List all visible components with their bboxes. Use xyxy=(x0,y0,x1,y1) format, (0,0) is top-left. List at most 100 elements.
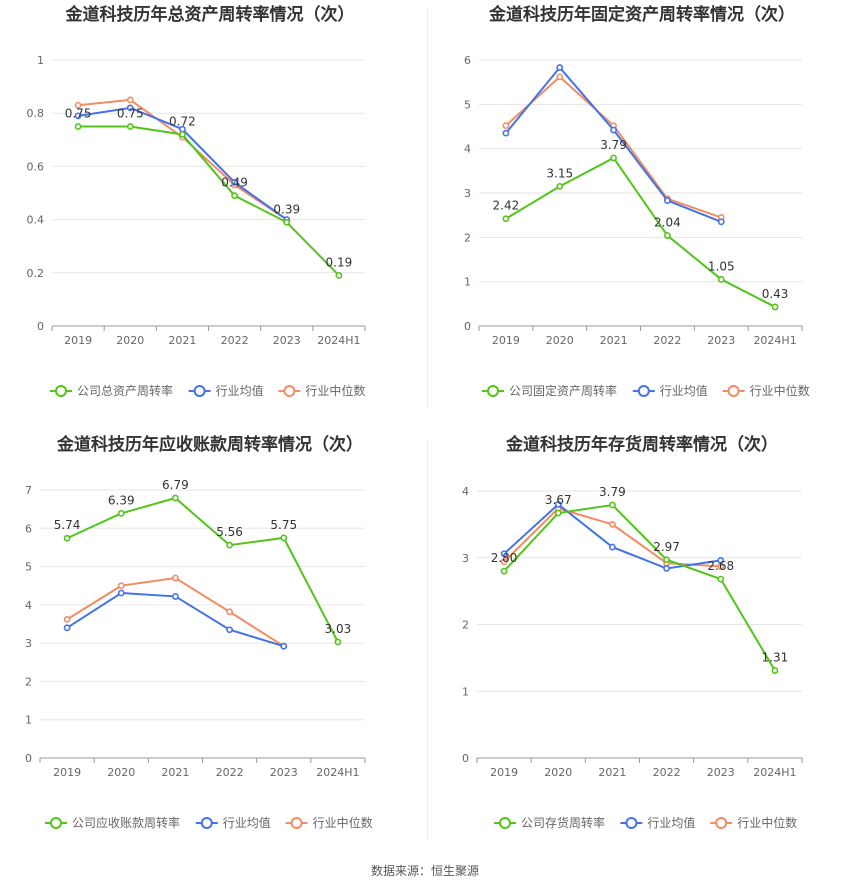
data-label: 6.79 xyxy=(162,478,189,492)
data-point-company xyxy=(280,534,288,542)
data-point-company xyxy=(172,494,179,502)
y-tick-label: 6 xyxy=(25,522,32,535)
legend-item-median[interactable]: 行业中位数 xyxy=(285,815,373,830)
y-tick-label: 4 xyxy=(25,599,32,612)
legend-item-median[interactable]: 行业中位数 xyxy=(278,383,365,398)
x-tick-label: 2023 xyxy=(707,334,735,347)
legend-label: 公司应收账款周转率 xyxy=(72,815,180,830)
legend-marker-icon xyxy=(487,385,499,397)
data-point-company xyxy=(554,509,562,517)
data-label: 1.05 xyxy=(708,259,735,273)
data-label: 0.19 xyxy=(326,255,353,269)
legend-item-median[interactable]: 行业中位数 xyxy=(710,815,797,830)
data-point-company xyxy=(231,192,238,200)
legend-marker-icon xyxy=(727,385,740,397)
y-tick-label: 1 xyxy=(25,714,32,727)
data-point-company xyxy=(126,123,134,130)
legend-marker-icon xyxy=(637,385,650,397)
data-point-company xyxy=(117,509,125,517)
data-point-company xyxy=(283,218,291,226)
y-tick-label: 4 xyxy=(462,485,469,498)
data-label: 5.74 xyxy=(54,518,81,532)
y-tick-label: 3 xyxy=(464,187,471,200)
vertical-divider xyxy=(427,440,428,840)
data-point-company xyxy=(610,154,617,162)
data-source-note: 数据来源：恒生聚源 xyxy=(370,864,479,878)
legend-label: 公司总资产周转率 xyxy=(77,383,173,398)
data-point-company xyxy=(74,123,82,130)
y-tick-label: 2 xyxy=(462,619,469,632)
data-point-median xyxy=(500,558,508,566)
y-tick-label: 5 xyxy=(464,98,471,111)
y-tick-label: 0.4 xyxy=(27,214,45,227)
legend-item-median[interactable]: 行业中位数 xyxy=(722,383,810,398)
chart-title: 金道科技历年总资产周转率情况（次） xyxy=(65,4,355,25)
data-label: 0.72 xyxy=(169,114,196,128)
x-tick-label: 2022 xyxy=(653,766,681,779)
x-tick-label: 2022 xyxy=(653,334,681,347)
legend-item-company[interactable]: 公司固定资产周转率 xyxy=(482,383,617,398)
legend-marker-icon xyxy=(193,385,206,397)
chart-title: 金道科技历年应收账款周转率情况（次） xyxy=(56,434,363,455)
legend-item-company[interactable]: 公司存货周转率 xyxy=(494,815,605,830)
x-tick-label: 2022 xyxy=(216,766,244,779)
legend-label: 行业中位数 xyxy=(737,815,797,830)
y-tick-label: 1 xyxy=(37,54,44,67)
data-point-avg xyxy=(172,593,179,600)
data-point-company xyxy=(771,667,779,674)
y-tick-label: 0.6 xyxy=(27,160,45,173)
x-tick-label: 2023 xyxy=(273,334,301,347)
series-line-company xyxy=(78,125,340,277)
x-tick-label: 2024H1 xyxy=(753,766,796,779)
x-tick-label: 2020 xyxy=(544,766,572,779)
data-point-avg xyxy=(610,126,617,134)
data-point-avg xyxy=(609,543,616,551)
y-tick-label: 2 xyxy=(464,231,471,244)
data-point-company xyxy=(63,534,71,542)
x-tick-label: 2022 xyxy=(221,334,249,347)
legend-item-avg[interactable]: 行业均值 xyxy=(188,383,264,398)
x-tick-label: 2021 xyxy=(600,334,628,347)
chart-panel-2: 金道科技历年固定资产周转率情况（次） 0 1 2 3 4 5 6 2019 2020 2021 202… xyxy=(464,4,810,398)
legend-label: 行业均值 xyxy=(647,815,695,830)
chart-panel-4: 金道科技历年存货周转率情况（次） 0 1 2 3 4 2019 2020 2021 2022 202… xyxy=(462,434,803,830)
data-label: 3.79 xyxy=(600,138,627,152)
series-line-company xyxy=(503,503,776,672)
legend-item-avg[interactable]: 行业均值 xyxy=(195,815,271,830)
data-label: 2.68 xyxy=(707,559,734,573)
legend-item-company[interactable]: 公司总资产周转率 xyxy=(50,383,173,398)
legend-item-avg[interactable]: 行业均值 xyxy=(632,383,708,398)
legend-item-company[interactable]: 公司应收账款周转率 xyxy=(45,815,180,830)
y-tick-label: 0 xyxy=(464,320,471,333)
x-tick-label: 2019 xyxy=(490,766,518,779)
x-tick-label: 2024H1 xyxy=(316,766,359,779)
vertical-divider xyxy=(427,8,428,408)
y-tick-label: 6 xyxy=(464,54,471,67)
y-tick-label: 1 xyxy=(464,276,471,289)
data-label: 2.04 xyxy=(654,216,681,230)
data-point-company xyxy=(717,575,725,583)
data-point-avg xyxy=(74,112,82,120)
legend-marker-icon xyxy=(55,385,67,397)
data-point-avg xyxy=(717,218,725,226)
data-point-avg xyxy=(126,104,134,112)
y-tick-label: 3 xyxy=(462,552,469,565)
y-tick-label: 5 xyxy=(25,561,32,574)
y-tick-label: 0 xyxy=(37,320,44,333)
x-tick-label: 2020 xyxy=(107,766,135,779)
legend-label: 公司存货周转率 xyxy=(521,815,605,830)
legend-marker-icon xyxy=(499,817,511,829)
data-label: 0.43 xyxy=(762,287,789,301)
legend-marker-icon xyxy=(200,817,213,829)
data-point-avg xyxy=(502,129,510,137)
data-point-company xyxy=(663,556,670,564)
data-point-median xyxy=(172,574,179,582)
x-tick-label: 2021 xyxy=(161,766,189,779)
data-point-median xyxy=(502,122,510,130)
data-label: 3.67 xyxy=(545,493,572,507)
data-point-avg xyxy=(717,557,725,564)
legend-item-avg[interactable]: 行业均值 xyxy=(620,815,695,830)
data-point-median xyxy=(609,520,616,528)
y-tick-label: 0.2 xyxy=(27,267,45,280)
legend-marker-icon xyxy=(283,385,296,397)
